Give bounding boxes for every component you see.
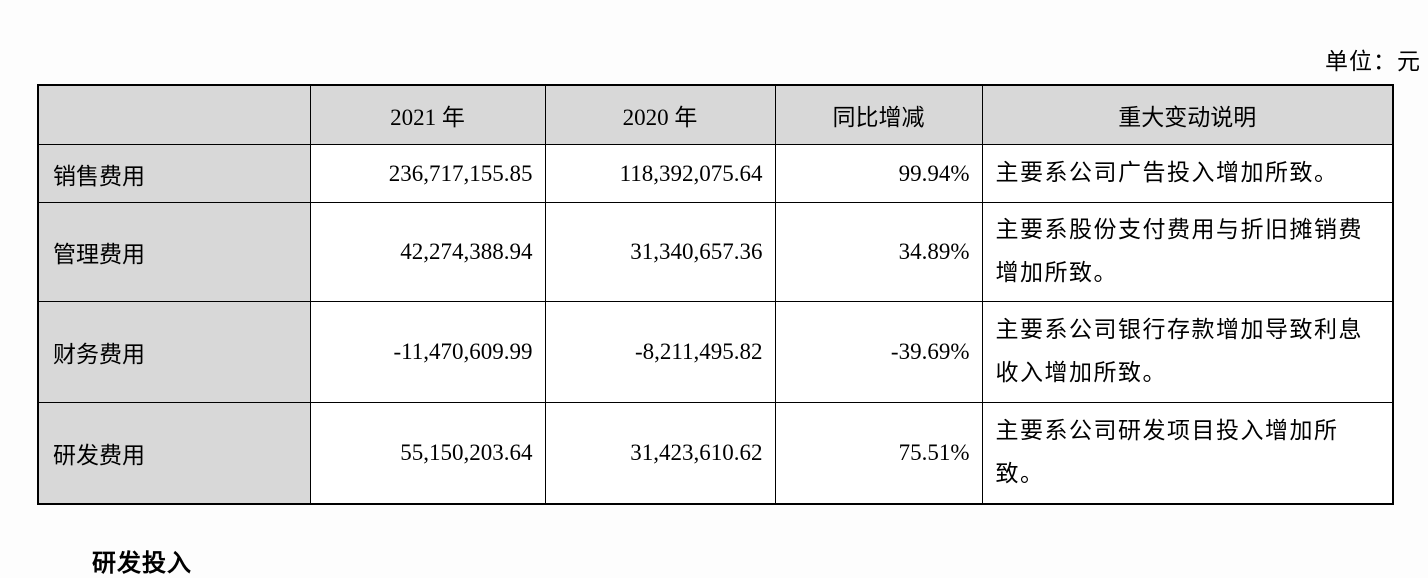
yoy-change: 75.51% <box>774 402 983 504</box>
yoy-change: 99.94% <box>774 144 983 203</box>
value-2020: 118,392,075.64 <box>544 144 776 203</box>
header-year-2021: 2021 年 <box>309 84 546 145</box>
table-row-rd-expenses: 研发费用 55,150,203.64 31,423,610.62 75.51% … <box>37 402 1394 504</box>
yoy-change: -39.69% <box>774 301 983 403</box>
change-note: 主要系股份支付费用与折旧摊销费增加所致。 <box>981 202 1394 302</box>
table-row-selling-expenses: 销售费用 236,717,155.85 118,392,075.64 99.94… <box>37 144 1394 203</box>
change-note: 主要系公司研发项目投入增加所致。 <box>981 402 1394 504</box>
value-2021: 42,274,388.94 <box>309 202 546 302</box>
next-section-heading-clipped: 研发投入 <box>92 551 192 577</box>
value-2020: 31,340,657.36 <box>544 202 776 302</box>
header-row: 2021 年 2020 年 同比增减 重大变动说明 <box>37 84 1394 145</box>
value-2020: -8,211,495.82 <box>544 301 776 403</box>
change-note: 主要系公司广告投入增加所致。 <box>981 144 1394 203</box>
row-label: 财务费用 <box>37 301 311 403</box>
yoy-change: 34.89% <box>774 202 983 302</box>
header-year-2020: 2020 年 <box>544 84 776 145</box>
header-blank-cell <box>37 84 311 145</box>
change-note: 主要系公司银行存款增加导致利息收入增加所致。 <box>981 301 1394 403</box>
row-label: 研发费用 <box>37 402 311 504</box>
value-2021: 55,150,203.64 <box>309 402 546 504</box>
unit-label: 单位：元 <box>1325 49 1421 74</box>
header-change-explanation: 重大变动说明 <box>981 84 1394 145</box>
value-2021: 236,717,155.85 <box>309 144 546 203</box>
expense-comparison-table: 2021 年 2020 年 同比增减 重大变动说明 销售费用 236,717,1… <box>37 84 1394 505</box>
table-row-admin-expenses: 管理费用 42,274,388.94 31,340,657.36 34.89% … <box>37 202 1394 302</box>
value-2020: 31,423,610.62 <box>544 402 776 504</box>
value-2021: -11,470,609.99 <box>309 301 546 403</box>
table-row-finance-expenses: 财务费用 -11,470,609.99 -8,211,495.82 -39.69… <box>37 301 1394 403</box>
header-yoy-change: 同比增减 <box>774 84 983 145</box>
row-label: 销售费用 <box>37 144 311 203</box>
row-label: 管理费用 <box>37 202 311 302</box>
